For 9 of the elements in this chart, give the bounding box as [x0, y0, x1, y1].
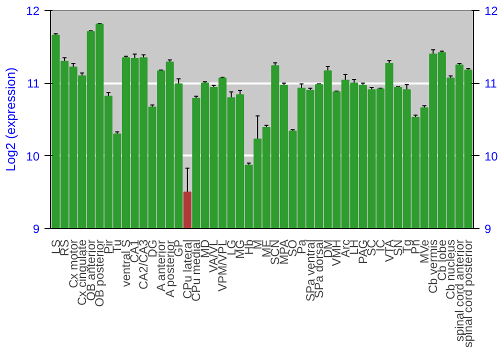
y-tick-label: 12	[26, 4, 40, 18]
y2-tick-label: 9	[484, 222, 492, 236]
y-tick-label: 11	[27, 76, 40, 91]
y2-tick-label: 10	[484, 149, 498, 164]
y-tick-label: 10	[26, 149, 40, 164]
y2-tick-label: 11	[484, 76, 498, 91]
y-tick-label: 9	[32, 222, 40, 236]
y2-tick-label: 12	[484, 4, 498, 18]
y-axis-title: Log2 (expression)	[3, 67, 18, 172]
